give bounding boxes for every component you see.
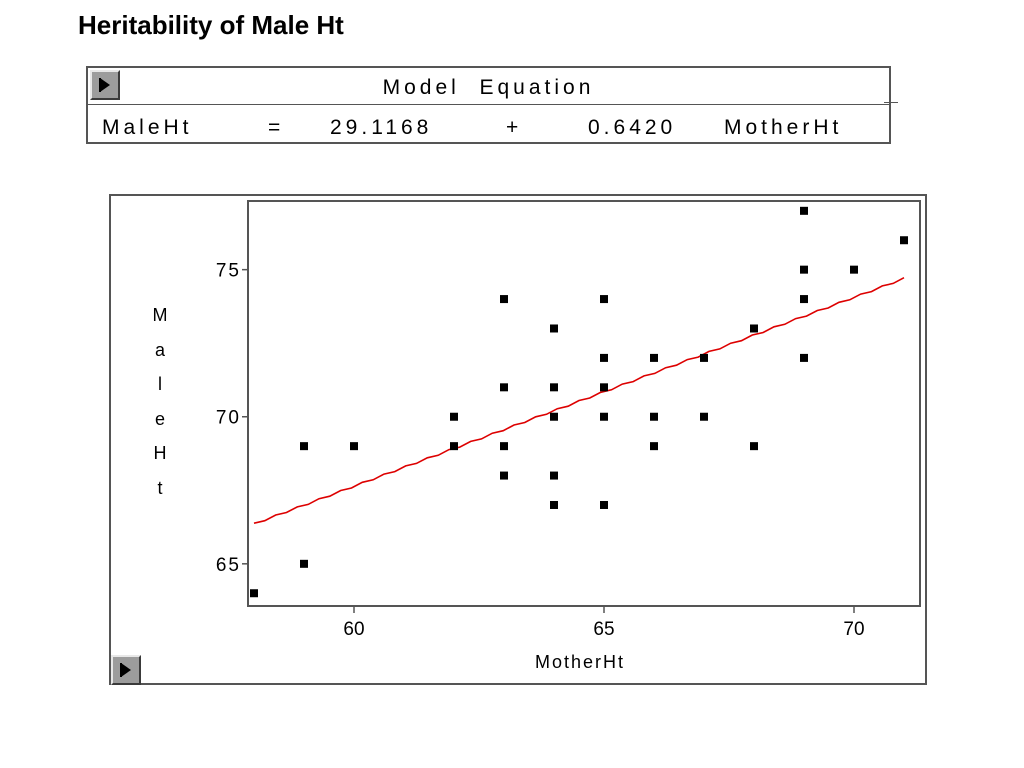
equation-predictor: MotherHt (724, 116, 843, 139)
plot-disclosure-button[interactable] (111, 655, 141, 685)
model-equation-header: Model Equation (88, 68, 889, 105)
y-axis-label-char: e (154, 408, 165, 429)
scatter-plot-panel (109, 194, 927, 685)
triangle-right-icon (120, 663, 131, 677)
y-axis-label-char: t (157, 477, 163, 498)
model-equation-title: Model Equation (382, 76, 595, 99)
equation-plus: + (506, 116, 523, 139)
y-axis-label-char: a (154, 339, 165, 360)
triangle-right-icon (99, 78, 110, 92)
model-equation-panel: Model Equation MaleHt = 29.1168 + 0.6420… (86, 66, 891, 144)
equation-equals: = (268, 116, 285, 139)
y-axis-label-char: H (153, 443, 167, 463)
page-title: Heritability of Male Ht (78, 10, 344, 40)
y-axis-label-char: M (152, 305, 168, 325)
equation-disclosure-button[interactable] (90, 70, 120, 100)
equation-response: MaleHt (102, 116, 193, 139)
equation-header-rule (884, 102, 898, 103)
equation-slope: 0.6420 (588, 116, 677, 139)
equation-intercept: 29.1168 (330, 116, 433, 139)
y-axis-label-char: l (158, 374, 162, 394)
